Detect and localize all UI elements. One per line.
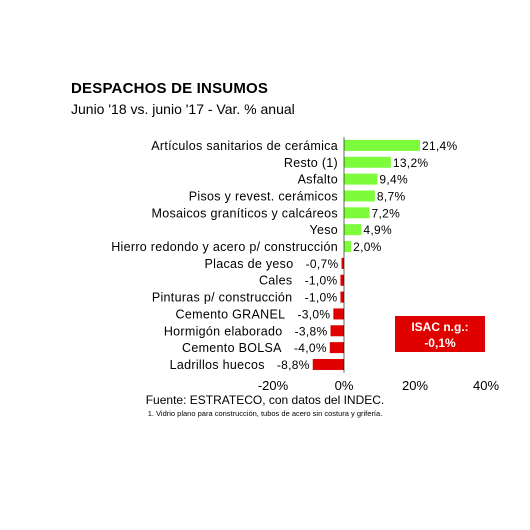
- bar: [344, 241, 352, 253]
- value-label: -4,0%: [294, 341, 327, 355]
- value-label: -8,8%: [277, 358, 310, 372]
- bar: [344, 173, 378, 185]
- source-note: Fuente: ESTRATECO, con datos del INDEC.: [145, 393, 385, 407]
- isac-annotation-label: ISAC n.g.:: [411, 320, 469, 334]
- bar: [344, 190, 375, 202]
- category-label: Asfalto: [298, 173, 338, 187]
- category-label: Mosaicos graníticos y calcáreos: [152, 206, 338, 220]
- value-label: -3,8%: [295, 324, 328, 338]
- value-label: 9,4%: [379, 173, 408, 187]
- isac-annotation-value: -0,1%: [424, 336, 456, 350]
- isac-annotation-badge: ISAC n.g.: -0,1%: [395, 316, 485, 352]
- chart-subtitle: Junio '18 vs. junio '17 - Var. % anual: [71, 101, 295, 117]
- category-label: Artículos sanitarios de cerámica: [151, 139, 338, 153]
- category-label: Hierro redondo y acero p/ construcción: [111, 240, 338, 254]
- bar: [330, 325, 344, 337]
- value-label: -0,7%: [306, 257, 339, 271]
- category-label: Pisos y revest. cerámicos: [189, 189, 338, 203]
- footnote: 1. Vidrio plano para construcción, tubos…: [147, 409, 383, 418]
- value-label: 8,7%: [377, 189, 406, 203]
- category-label: Hormigón elaborado: [164, 324, 283, 338]
- value-label: 7,2%: [372, 206, 401, 220]
- bar: [341, 257, 344, 269]
- value-label: 2,0%: [353, 240, 382, 254]
- value-label: -3,0%: [297, 307, 330, 321]
- category-label: Cales: [259, 274, 292, 288]
- bar: [329, 342, 344, 354]
- bar: [344, 224, 362, 236]
- category-label: Pinturas p/ construcción: [152, 291, 293, 305]
- x-tick-label: 20%: [402, 378, 428, 393]
- bar: [340, 274, 344, 286]
- bar: [312, 358, 344, 370]
- value-label: 21,4%: [422, 139, 458, 153]
- category-label: Ladrillos huecos: [170, 358, 265, 372]
- category-label: Yeso: [309, 223, 338, 237]
- x-tick-label: 0%: [335, 378, 354, 393]
- chart-title: DESPACHOS DE INSUMOS: [71, 80, 269, 97]
- bar: [344, 139, 420, 151]
- value-label: -1,0%: [305, 291, 338, 305]
- value-label: 13,2%: [393, 156, 429, 170]
- value-label: 4,9%: [363, 223, 392, 237]
- value-label: -1,0%: [305, 274, 338, 288]
- bar: [344, 207, 370, 219]
- category-label: Placas de yeso: [205, 257, 294, 271]
- bar: [340, 291, 344, 303]
- category-label: Cemento BOLSA: [182, 341, 282, 355]
- x-tick-label: -20%: [258, 378, 289, 393]
- bar: [344, 156, 391, 168]
- x-tick-label: 40%: [473, 378, 499, 393]
- category-label: Resto (1): [284, 156, 338, 170]
- category-label: Cemento GRANEL: [176, 307, 286, 321]
- bar: [333, 308, 344, 320]
